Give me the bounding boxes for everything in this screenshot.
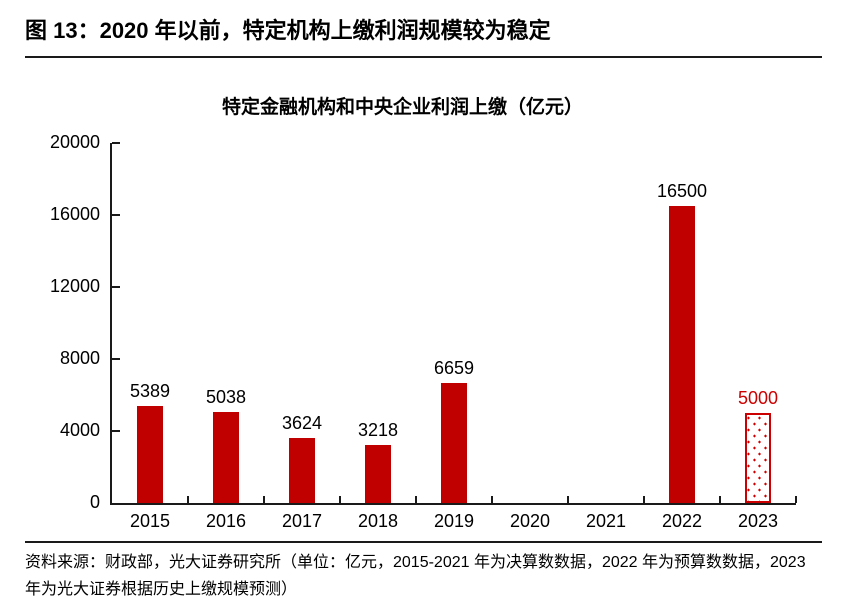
title-underline <box>25 56 822 58</box>
bar <box>137 406 163 503</box>
bar <box>289 438 315 503</box>
x-tick-label: 2018 <box>357 511 399 531</box>
bar-value-label: 3624 <box>281 412 323 433</box>
y-axis-tick <box>112 286 120 288</box>
x-axis-tick <box>719 496 721 503</box>
forecast-bar <box>745 413 771 503</box>
bar-value-label: 16500 <box>656 181 708 201</box>
y-tick-label: 0 <box>89 492 100 512</box>
x-axis-tick <box>263 496 265 503</box>
y-tick-label: 20000 <box>49 132 100 152</box>
bar <box>669 206 695 503</box>
source-divider <box>25 541 822 543</box>
x-tick-label: 2021 <box>585 511 627 531</box>
bar-value-label: 5389 <box>129 380 171 401</box>
figure-title: 图 13：2020 年以前，特定机构上缴利润规模较为稳定 <box>25 18 551 43</box>
y-axis-tick <box>112 142 120 144</box>
bar-value-label: 3218 <box>357 420 399 441</box>
x-axis-tick <box>339 496 341 503</box>
x-axis-tick <box>643 496 645 503</box>
bar <box>441 383 467 503</box>
bar <box>213 412 239 503</box>
bar-value-label: 5000 <box>737 388 779 408</box>
y-tick-label: 4000 <box>59 420 100 440</box>
x-tick-label: 2015 <box>129 511 171 531</box>
y-tick-label: 16000 <box>49 204 100 224</box>
x-tick-label: 2016 <box>205 511 247 531</box>
x-tick-label: 2020 <box>509 511 551 531</box>
x-axis-tick <box>415 496 417 503</box>
source-note: 资料来源：财政部，光大证券研究所（单位：亿元，2015-2021 年为决算数数据… <box>25 554 806 598</box>
y-axis-tick <box>112 430 120 432</box>
x-tick-label: 2023 <box>737 511 779 531</box>
x-tick-label: 2022 <box>661 511 703 531</box>
chart-title: 特定金融机构和中央企业利润上缴（亿元） <box>221 97 583 118</box>
bar-value-label: 5038 <box>205 387 247 408</box>
x-tick-label: 2017 <box>281 511 323 531</box>
bar <box>365 445 391 503</box>
bar-value-label: 6659 <box>433 358 475 379</box>
x-axis-tick <box>491 496 493 503</box>
y-tick-label: 12000 <box>49 276 100 296</box>
y-tick-label: 8000 <box>59 348 100 368</box>
x-axis-labels: 2015 2016 2017 2018 2019 2020 2021 2022 2023 <box>112 511 796 537</box>
x-axis-tick <box>187 496 189 503</box>
y-axis-tick <box>112 358 120 360</box>
plot-area: 5389 5038 3624 3218 6659 16500 5000 <box>110 142 797 505</box>
x-axis-tick <box>567 496 569 503</box>
x-tick-label: 2019 <box>433 511 475 531</box>
x-axis-tick <box>795 496 797 503</box>
y-axis-tick <box>112 214 120 216</box>
